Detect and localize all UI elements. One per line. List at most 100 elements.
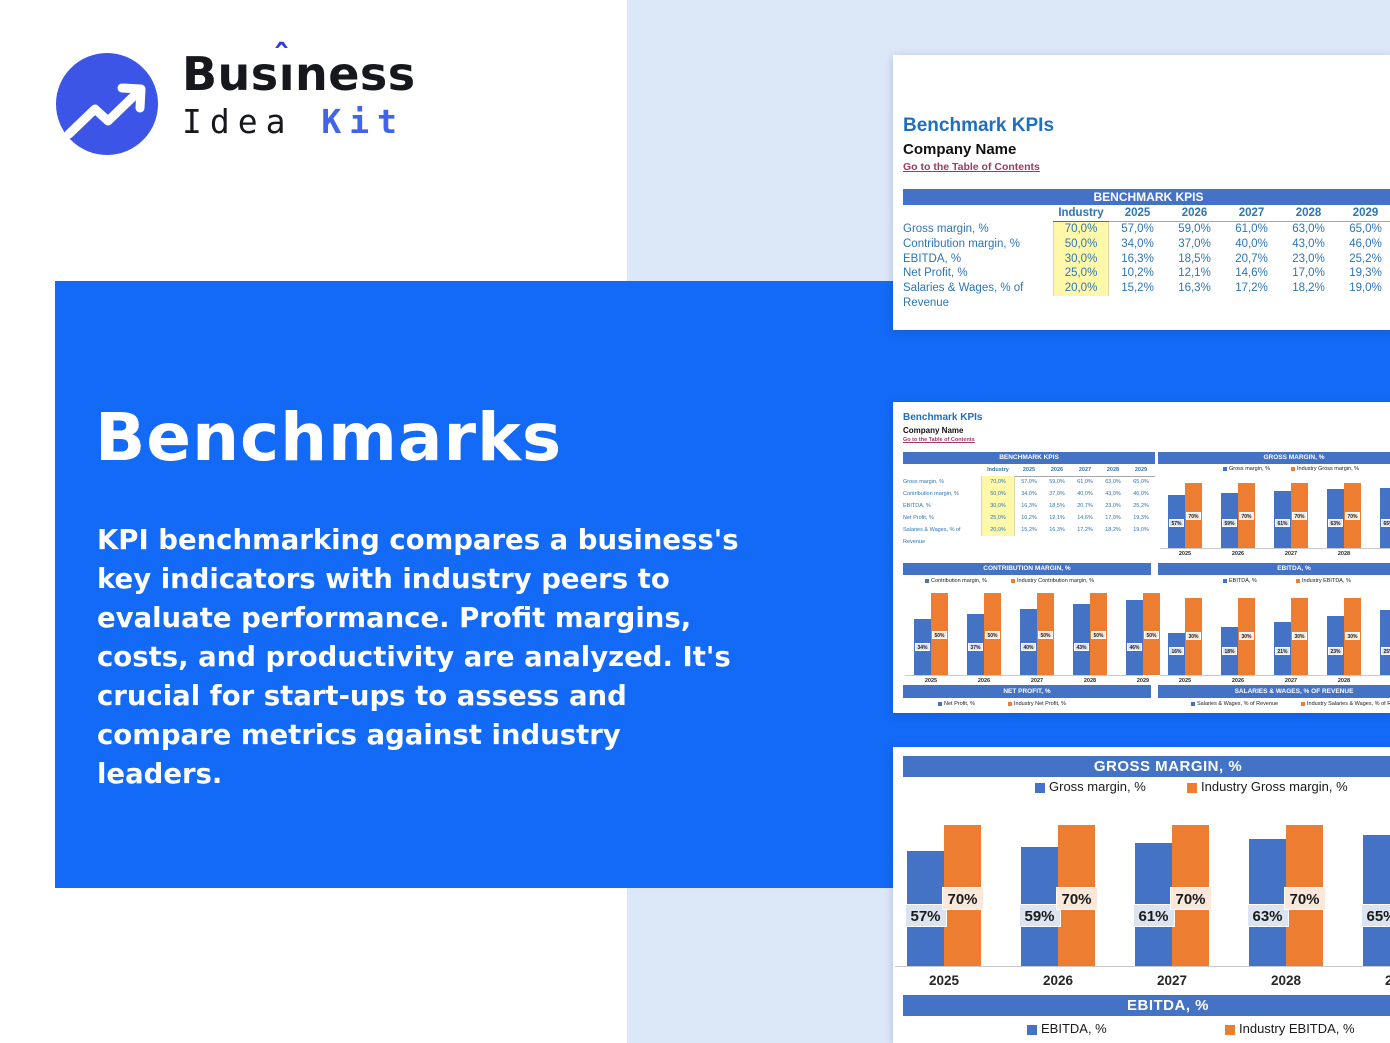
bar-label: 30%: [1186, 632, 1201, 640]
value-cell: 25,2%: [1349, 252, 1382, 265]
chart-title-gross-margin: GROSS MARGIN, %: [903, 756, 1390, 777]
table-row: Net Profit, % 25,0% 10,2% 12,1% 14,6% 17,0% 19…: [903, 512, 1155, 524]
row-label: Net Profit, %: [903, 515, 934, 521]
column-header: 2027: [1223, 206, 1280, 222]
category-label: 2028: [1270, 973, 1302, 988]
legend-item: Gross margin, %: [1035, 779, 1146, 794]
brand-logo: Busı ˆ ness Idea Kit: [55, 38, 475, 168]
value-cell: 37,0%: [1049, 491, 1065, 497]
bar-label: 30%: [1239, 632, 1254, 640]
bar-label: 30%: [1345, 632, 1360, 640]
row-label: Salaries & Wages, % of Revenue: [903, 527, 961, 545]
bar-company: [1380, 487, 1390, 548]
chart-title-net-profit: NET PROFIT, %: [903, 685, 1151, 698]
bar-company: [1126, 599, 1143, 675]
toc-link[interactable]: Go to the Table of Contents: [903, 161, 1040, 173]
legend-swatch-blue: [938, 701, 942, 706]
value-cell: 18,5%: [1049, 503, 1065, 509]
value-cell: 46,0%: [1349, 237, 1382, 250]
chart-axis: [905, 675, 1144, 676]
brand-name-bottom: Idea Kit: [182, 102, 405, 141]
bar-label: 59%: [1222, 519, 1237, 527]
chart-title-gross-margin: GROSS MARGIN, %: [1158, 452, 1390, 464]
column-header: 2025: [1015, 465, 1043, 477]
column-header: 2029: [1337, 206, 1390, 222]
value-cell: 16,3%: [1178, 282, 1211, 295]
bar-company: [1380, 610, 1390, 675]
table-row: Salaries & Wages, % of Revenue 20,0% 15,2%…: [903, 524, 1155, 545]
table-header: BENCHMARK KPIS: [903, 189, 1390, 205]
value-cell: 19,0%: [1349, 282, 1382, 295]
legend-item: Industry Net Profit, %: [1008, 701, 1066, 707]
value-cell: 59,0%: [1049, 479, 1065, 485]
value-cell: 18,5%: [1178, 252, 1211, 265]
industry-cell: 30,0%: [981, 500, 1015, 512]
industry-cell: 70,0%: [981, 476, 1015, 488]
chart-axis: [1160, 675, 1390, 676]
chart-title-ebitda: EBITDA, %: [1158, 563, 1390, 575]
bar-label: 70%: [941, 887, 984, 910]
bar-label: 34%: [915, 643, 930, 651]
table-column-headers: Industry 2025 2026 2027 2028 2029: [903, 206, 1390, 223]
bar-company: [1327, 615, 1344, 675]
chart-axis: [1160, 548, 1390, 549]
bar-company: [1327, 489, 1344, 548]
value-cell: 18,2%: [1105, 527, 1121, 533]
bar-label: 50%: [1144, 631, 1159, 639]
row-label: Gross margin, %: [903, 223, 989, 235]
value-cell: 23,0%: [1105, 503, 1121, 509]
table-rows: Gross margin, % 70,0% 57,0% 59,0% 61,0% 63,0%…: [903, 222, 1390, 309]
category-label: 2025: [1178, 551, 1192, 557]
toc-link[interactable]: Go to the Table of Contents: [903, 437, 975, 443]
row-label: EBITDA, %: [903, 503, 931, 509]
value-cell: 16,3%: [1021, 503, 1037, 509]
legend-swatch-orange: [1187, 782, 1197, 793]
row-label: Gross margin, %: [903, 479, 944, 485]
category-label: 2026: [977, 678, 991, 684]
bar-label: 18%: [1222, 647, 1237, 655]
sheet-screenshot-kpi-table: Benchmark KPIs Company Name Go to the Ta…: [893, 55, 1390, 330]
legend-swatch-blue: [1035, 782, 1045, 793]
bar-label: 70%: [1169, 887, 1212, 910]
bar-label: 59%: [1018, 904, 1061, 927]
bar-company: [1363, 835, 1390, 966]
bar-company: [1073, 604, 1090, 675]
row-label: Contribution margin, %: [903, 237, 1020, 250]
bar-label: 16%: [1169, 647, 1184, 655]
value-cell: 14,6%: [1235, 267, 1268, 280]
bar-label: 65%: [1381, 519, 1390, 527]
ebitda-mini-chart: 16% 30% 2025 18% 30% 2026 21% 30% 2027 23% 30% 2028…: [1158, 587, 1390, 684]
legend-swatch-orange: [1225, 1024, 1235, 1035]
industry-cell: 50,0%: [1053, 236, 1109, 252]
table-column-headers: Industry 2025 2026 2027 2028 2029: [903, 465, 1155, 478]
value-cell: 65,0%: [1349, 223, 1382, 235]
legend-item: Industry EBITDA, %: [1296, 578, 1351, 584]
bar-label: 50%: [985, 631, 1000, 639]
value-cell: 16,3%: [1121, 252, 1154, 265]
category-label: 2027: [1156, 973, 1188, 988]
legend-swatch-blue: [925, 578, 929, 583]
value-cell: 43,0%: [1292, 237, 1325, 250]
bar-label: 46%: [1127, 643, 1142, 651]
category-label: 2025: [924, 678, 938, 684]
chart-axis: [895, 966, 1390, 967]
contribution-margin-mini-chart: 34% 50% 2025 37% 50% 2026 40% 50% 2027 43% 50% 2028…: [903, 587, 1160, 684]
company-name: Company Name: [903, 426, 964, 435]
chart-title-ebitda: EBITDA, %: [903, 995, 1390, 1016]
bar-label: 57%: [1169, 519, 1184, 527]
column-header: 2028: [1280, 206, 1337, 222]
value-cell: 20,7%: [1077, 503, 1093, 509]
column-header: 2026: [1166, 206, 1223, 222]
legend-swatch-orange: [1008, 701, 1012, 706]
page-title: Benchmarks: [95, 399, 563, 476]
value-cell: 17,2%: [1077, 527, 1093, 533]
industry-cell: 50,0%: [981, 488, 1015, 500]
brand-wordmark: Busı ˆ ness Idea Kit: [182, 38, 416, 144]
category-label: 2028: [1337, 678, 1351, 684]
legend-swatch-orange: [1291, 466, 1295, 471]
bar-company: [1249, 839, 1286, 966]
value-cell: 23,0%: [1292, 252, 1325, 265]
category-label: 2027: [1284, 678, 1298, 684]
value-cell: 14,6%: [1077, 515, 1093, 521]
